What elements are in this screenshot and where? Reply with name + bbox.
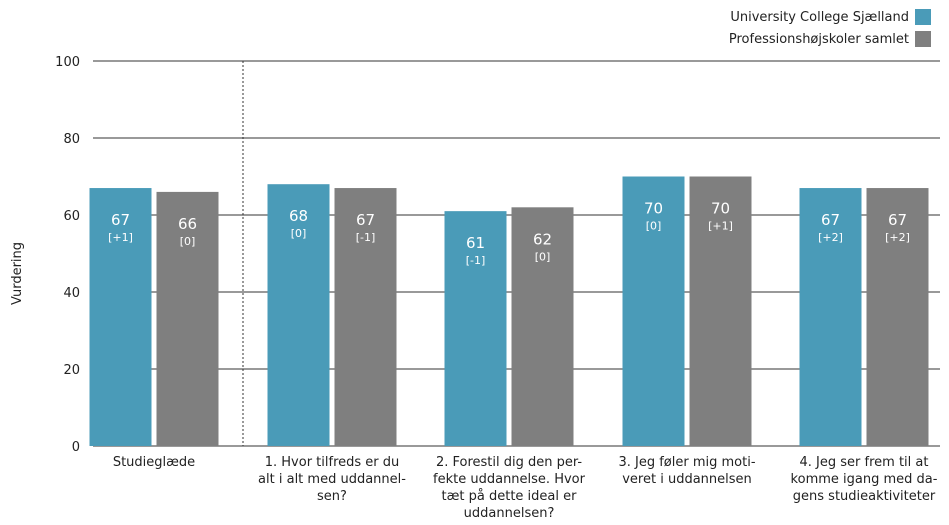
bar-value-label: 67 <box>111 211 130 229</box>
bar-change-label: [0] <box>646 220 662 233</box>
bar-value-label: 70 <box>711 200 730 218</box>
bar-change-label: [+1] <box>708 220 733 233</box>
legend-item-series-1: University College Sjælland <box>729 6 931 28</box>
bar <box>334 188 397 447</box>
bar-change-label: [-1] <box>356 231 376 244</box>
bar <box>689 176 752 446</box>
legend-label: University College Sjælland <box>730 9 909 25</box>
bar-change-label: [0] <box>535 250 551 263</box>
bar-value-label: 67 <box>888 211 907 229</box>
bar-value-label: 70 <box>644 200 663 218</box>
y-axis-label: Vurdering <box>10 242 25 305</box>
x-tick-label: Studieglæde <box>113 455 195 470</box>
y-tick-label: 80 <box>63 132 80 147</box>
bar <box>622 176 685 446</box>
bar-value-label: 67 <box>356 211 375 229</box>
x-tick-label: 2. Forestil dig den per-fekte uddannelse… <box>433 455 586 521</box>
bar-value-label: 61 <box>466 234 485 252</box>
bar-value-label: 66 <box>178 215 197 233</box>
y-tick-label: 0 <box>72 440 80 455</box>
x-tick-label: 4. Jeg ser frem til at komme igang med da… <box>791 455 938 504</box>
x-tick-label: 1. Hvor tilfreds er du alt i alt med udda… <box>258 455 406 504</box>
bars: 67 [+1] 68 [0] 61 [-1] 70 [0] 67 [+2] 66 [0] 67 [-1] 6… <box>89 176 929 447</box>
bar <box>267 184 330 446</box>
y-tick-label: 60 <box>63 209 80 224</box>
x-tick-label: 3. Jeg føler mig moti-veret i uddannelse… <box>618 455 755 487</box>
bar <box>511 207 574 446</box>
bar-change-label: [0] <box>291 227 307 240</box>
bar <box>156 191 219 446</box>
bar-change-label: [0] <box>180 235 196 248</box>
legend-swatch <box>915 31 931 47</box>
bar-change-label: [-1] <box>466 254 486 267</box>
legend: University College Sjælland Professionsh… <box>729 6 931 50</box>
bar <box>444 211 507 446</box>
bar-change-label: [+2] <box>818 231 843 244</box>
x-axis-labels: Studieglæde 1. Hvor tilfreds er du alt i a… <box>113 455 938 521</box>
legend-label: Professionshøjskoler samlet <box>728 31 909 47</box>
legend-item-series-2: Professionshøjskoler samlet <box>729 28 931 50</box>
bar-value-label: 68 <box>289 207 308 225</box>
bar <box>799 188 862 447</box>
y-tick-label: 40 <box>63 286 80 301</box>
bar-value-label: 67 <box>821 211 840 229</box>
bar <box>89 188 152 447</box>
y-axis-ticks: 0 20 40 60 80 100 <box>55 55 80 455</box>
bar-change-label: [+1] <box>108 231 133 244</box>
bar-change-label: [+2] <box>885 231 910 244</box>
y-tick-label: 100 <box>55 55 80 70</box>
legend-swatch <box>915 9 931 25</box>
y-tick-label: 20 <box>63 363 80 378</box>
bar-value-label: 62 <box>533 230 552 248</box>
bar <box>866 188 929 447</box>
